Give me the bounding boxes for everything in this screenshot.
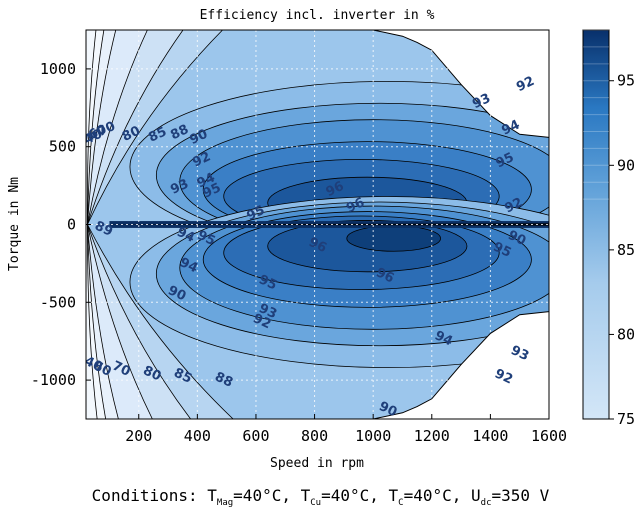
contour-label-94: 94	[177, 255, 200, 276]
contour-label-96: 96	[306, 235, 329, 256]
contour-label-96: 96	[344, 195, 367, 216]
max-torque-envelope	[86, 30, 549, 419]
contour-label-94: 94	[174, 225, 197, 246]
contour-label-80: 80	[141, 363, 164, 384]
contour-label-93: 93	[470, 91, 493, 112]
contour-label-92: 92	[502, 195, 525, 216]
contour-label-40: 40	[82, 354, 105, 375]
contour-label-94: 94	[432, 328, 455, 349]
conditions-caption: Conditions: TMag=40°C, TCu=40°C, TC=40°C…	[91, 486, 550, 509]
contour-label-93: 93	[256, 301, 279, 322]
y-tick-label: 1000	[40, 60, 76, 78]
contour-label-96: 96	[374, 265, 397, 286]
x-tick-label: 1000	[355, 427, 391, 445]
contour-label-90: 90	[187, 127, 210, 148]
contour-label-94: 94	[500, 117, 523, 138]
contour-label-92: 92	[250, 311, 273, 332]
x-tick-label: 1600	[531, 427, 567, 445]
contour-label-95: 95	[245, 203, 268, 224]
colorbar-tick-label: 80	[617, 325, 635, 343]
contour-label-95: 95	[256, 272, 279, 293]
y-tick-label: 0	[67, 216, 76, 234]
y-tick-label: -1000	[31, 371, 76, 389]
colorbar-tick-label: 90	[617, 156, 635, 174]
contour-label-94: 94	[195, 170, 218, 191]
colorbar-gradient	[582, 29, 610, 420]
contour-layer	[86, 30, 549, 419]
contour-label-95: 95	[494, 150, 517, 171]
contour-label-95: 95	[491, 240, 514, 261]
contour-label-60: 60	[86, 122, 109, 143]
x-tick-label: 400	[184, 427, 211, 445]
zero-torque-line	[87, 223, 549, 226]
contour-label-95: 95	[195, 228, 218, 249]
contour-lobe	[346, 225, 441, 252]
contour-label-90: 90	[376, 399, 399, 420]
y-tick-label: -500	[40, 293, 76, 311]
x-tick-label: 600	[242, 427, 269, 445]
x-tick-label: 200	[125, 427, 152, 445]
conditions-prefix: Conditions:	[91, 486, 208, 505]
contour-label-89: 89	[92, 219, 115, 240]
contour-label-92: 92	[190, 149, 213, 170]
chart-title: Efficiency incl. inverter in %	[200, 8, 435, 23]
cond-tcu: TCu=40°C	[300, 486, 370, 509]
contour-label-93: 93	[508, 343, 531, 364]
contour-label-85: 85	[171, 366, 194, 387]
contour-label-88: 88	[168, 122, 191, 143]
contour-label-60: 60	[91, 359, 114, 380]
colorbar: 75 80 85 90 95	[582, 29, 635, 428]
contour-label-90: 90	[505, 228, 528, 249]
y-axis-label: Torque in Nm	[7, 177, 22, 271]
grid-layer	[86, 30, 549, 419]
x-tick-label: 800	[301, 427, 328, 445]
y-tick-label: 500	[49, 138, 76, 156]
axis-layer: 200 400 600 800 1000 1200 1400 1600 -1000 -500 0 50…	[31, 60, 567, 445]
contour-label-70: 70	[95, 119, 118, 140]
contour-label-93: 93	[168, 177, 191, 198]
contour-label-95: 95	[201, 180, 224, 201]
contour-label-88: 88	[212, 369, 235, 390]
cond-tmag: TMag=40°C	[207, 486, 282, 509]
colorbar-tick-label: 95	[617, 72, 635, 90]
contour-label-96: 96	[324, 179, 347, 200]
cond-tc: TC=40°C	[388, 486, 452, 509]
x-tick-label: 1400	[472, 427, 508, 445]
colorbar-tick-label: 75	[617, 410, 635, 428]
contour-label-92: 92	[514, 74, 537, 95]
contour-label-80: 80	[120, 124, 143, 145]
contour-label-70: 70	[110, 359, 133, 380]
cond-udc: Udc=350 V	[471, 486, 550, 509]
x-tick-label: 1200	[414, 427, 450, 445]
colorbar-tick-label: 85	[617, 241, 635, 259]
contour-label-92: 92	[492, 366, 515, 387]
contour-label-85: 85	[146, 124, 169, 145]
contour-label-90: 90	[165, 283, 188, 304]
x-axis-label: Speed in rpm	[270, 456, 364, 471]
